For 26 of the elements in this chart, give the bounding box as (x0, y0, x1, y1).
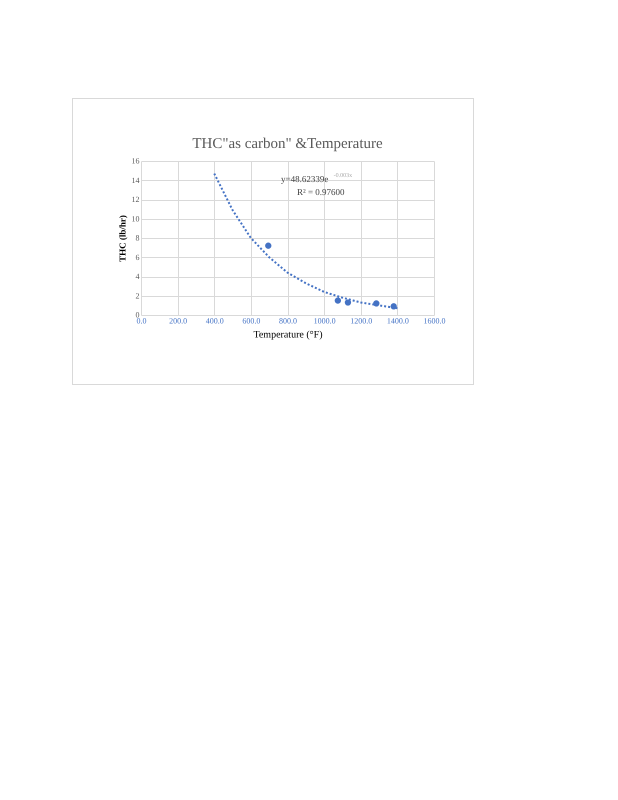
x-tick-label: 1600.0 (424, 316, 446, 326)
y-tick-label: 8 (136, 234, 140, 242)
x-tick-label: 1200.0 (350, 316, 372, 326)
y-axis-title: THC (lb/hr) (118, 215, 128, 262)
y-tick-label: 6 (136, 252, 140, 262)
line-series (213, 172, 398, 310)
x-tick-label: 200.0 (169, 316, 188, 326)
x-tick-label: 400.0 (206, 316, 224, 326)
point (344, 299, 352, 306)
y-tick-label: 14 (132, 176, 140, 185)
x-tick-label: 800.0 (279, 316, 297, 326)
x-axis-title: Temperature (°F) (253, 330, 323, 340)
y-tick-label: 16 (132, 156, 140, 166)
y-tick-label: 12 (132, 195, 140, 204)
chart-title: THC"as carbon" &Temperature (192, 136, 383, 152)
annotation: R² = 0.97600 (297, 187, 346, 197)
point (265, 242, 272, 249)
x-tick-label: 1400.0 (386, 316, 409, 326)
x-tick-label: 0.0 (136, 316, 146, 326)
y-tick-label: 4 (136, 272, 140, 281)
point (334, 297, 342, 304)
x-tick-label: 1000.0 (314, 316, 336, 326)
x-tick-label: 600.0 (242, 316, 260, 326)
y-tick-label: 10 (132, 214, 140, 224)
y-tick-label: 0 (136, 310, 140, 320)
y-tick-label: 2 (136, 291, 140, 300)
